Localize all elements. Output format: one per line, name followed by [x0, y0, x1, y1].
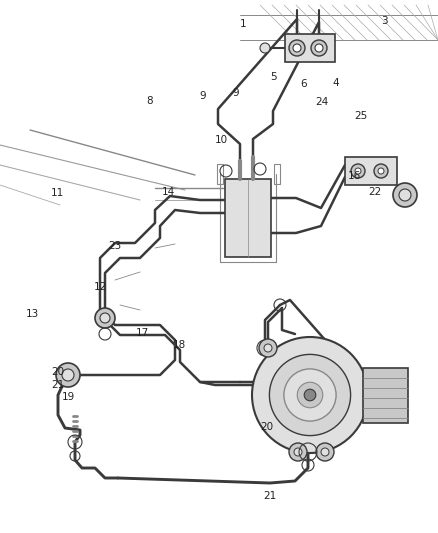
Circle shape [260, 43, 270, 53]
Circle shape [374, 164, 388, 178]
Text: 18: 18 [173, 341, 186, 350]
Circle shape [259, 339, 277, 357]
Text: 13: 13 [26, 310, 39, 319]
Circle shape [297, 382, 323, 408]
Bar [363, 368, 408, 423]
Circle shape [289, 443, 307, 461]
Text: 5: 5 [271, 72, 277, 82]
Circle shape [100, 313, 110, 323]
Bar [217, 164, 223, 184]
Circle shape [399, 189, 411, 201]
Bar [285, 34, 335, 62]
Text: 9: 9 [232, 88, 239, 98]
Bar [345, 157, 397, 185]
Circle shape [351, 164, 365, 178]
Text: 14: 14 [162, 187, 175, 197]
Text: 20: 20 [52, 367, 65, 376]
Circle shape [294, 448, 302, 456]
Text: 3: 3 [381, 17, 388, 26]
Bar [274, 164, 280, 184]
Text: 24: 24 [315, 98, 328, 107]
Circle shape [293, 44, 301, 52]
Text: 1: 1 [240, 19, 247, 29]
Text: 23: 23 [109, 241, 122, 251]
Circle shape [284, 369, 336, 421]
Text: 12: 12 [94, 282, 107, 292]
Text: 6: 6 [300, 79, 307, 88]
Text: 21: 21 [263, 491, 276, 500]
Circle shape [62, 369, 74, 381]
Circle shape [269, 354, 350, 435]
Text: 11: 11 [50, 188, 64, 198]
Circle shape [56, 363, 80, 387]
Text: 10: 10 [215, 135, 228, 144]
Circle shape [321, 448, 329, 456]
Text: 9: 9 [199, 91, 206, 101]
Text: 21: 21 [52, 380, 65, 390]
Circle shape [289, 40, 305, 56]
Text: 16: 16 [348, 171, 361, 181]
Text: 4: 4 [333, 78, 339, 87]
Circle shape [315, 44, 323, 52]
Text: 20: 20 [261, 423, 274, 432]
Circle shape [304, 389, 316, 401]
Circle shape [316, 443, 334, 461]
Circle shape [252, 337, 368, 453]
Bar [225, 179, 271, 257]
Text: 17: 17 [136, 328, 149, 338]
Circle shape [393, 183, 417, 207]
Circle shape [378, 168, 384, 174]
Text: 22: 22 [368, 187, 381, 197]
Text: 19: 19 [61, 392, 74, 402]
Circle shape [355, 168, 361, 174]
Text: 8: 8 [147, 96, 153, 106]
Circle shape [95, 308, 115, 328]
Circle shape [311, 40, 327, 56]
Circle shape [264, 344, 272, 352]
Text: 25: 25 [354, 111, 367, 121]
